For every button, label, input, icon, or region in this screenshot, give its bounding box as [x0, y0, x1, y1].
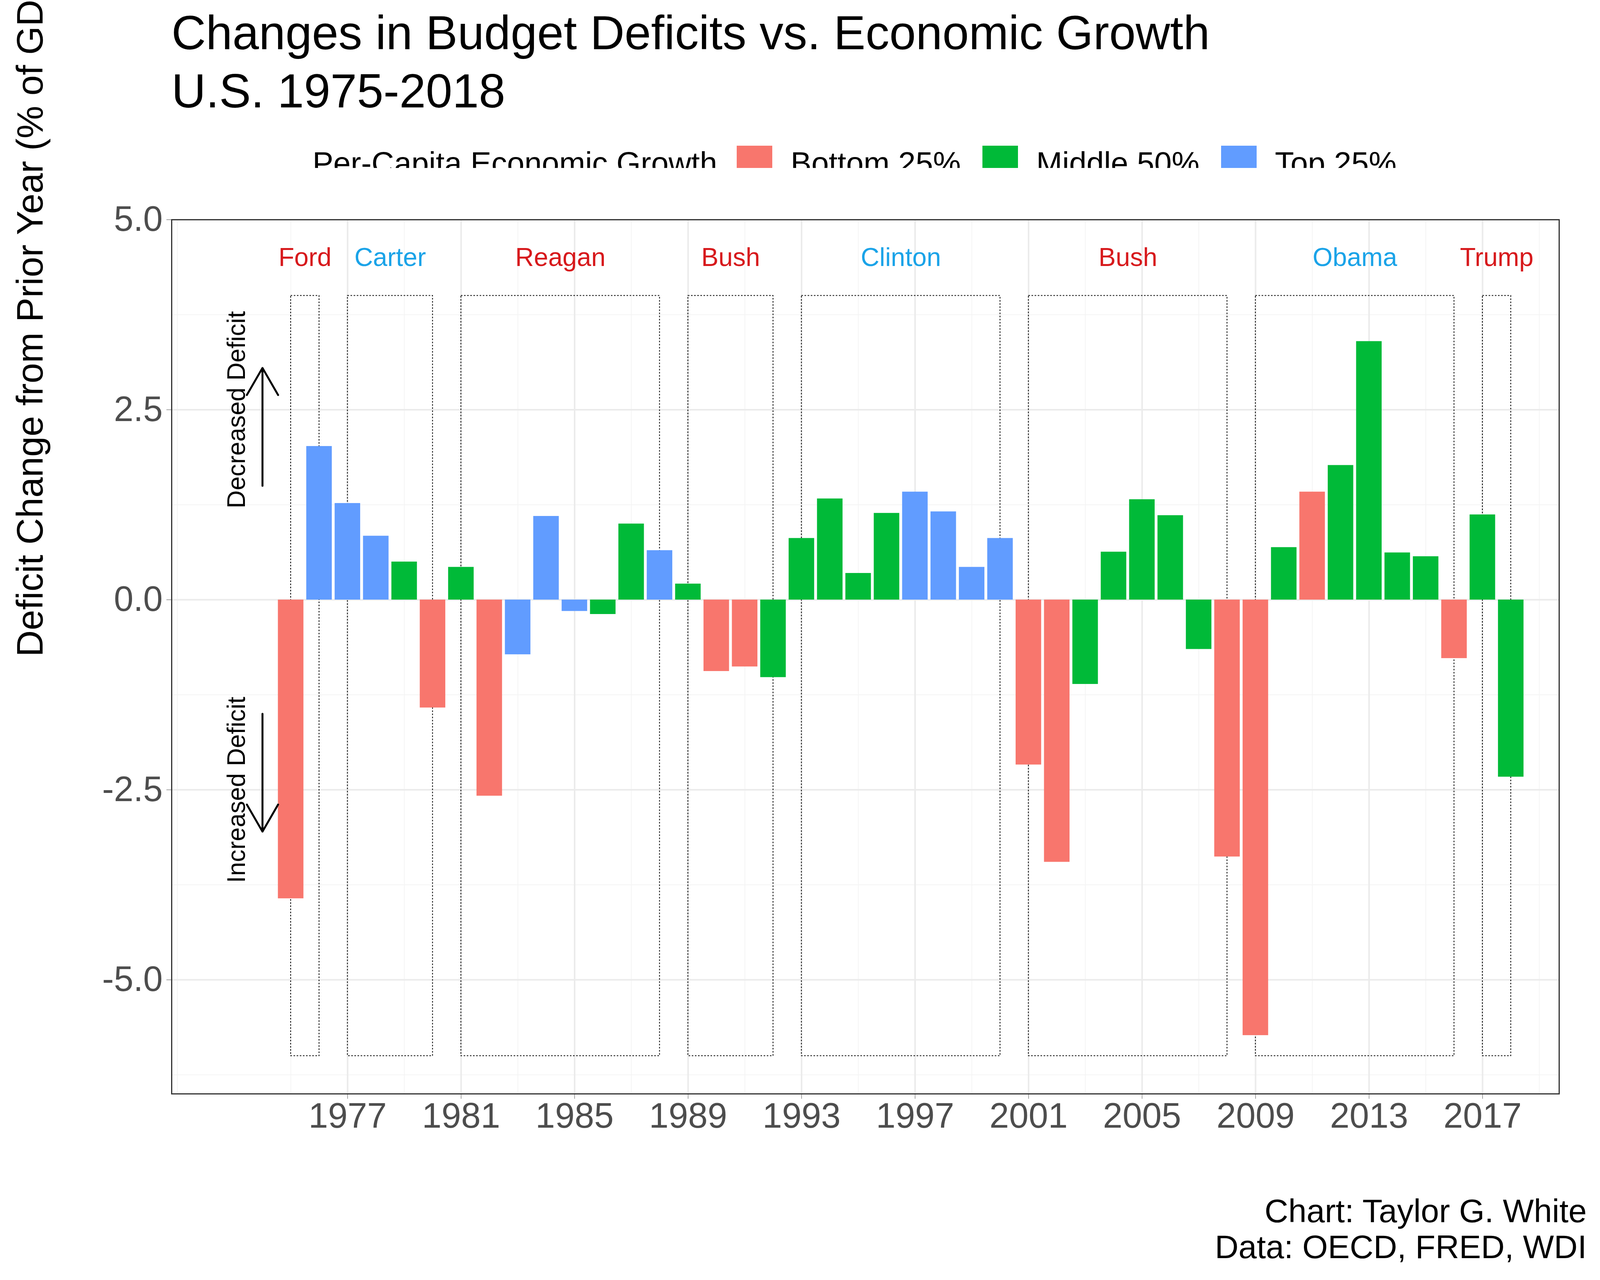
- svg-text:1989: 1989: [648, 1096, 727, 1136]
- html-text:Top 25%: Top 25%: [1274, 145, 1397, 181]
- svg-text:1997: 1997: [876, 1096, 955, 1136]
- svg-text:0.0: 0.0: [113, 579, 163, 619]
- html-text:Middle 50%: Middle 50%: [1036, 145, 1200, 181]
- svg-text:-2.5: -2.5: [101, 769, 163, 809]
- svg-text:5.0: 5.0: [113, 199, 163, 239]
- svg-text:1977: 1977: [308, 1096, 387, 1136]
- svg-text:2.5: 2.5: [113, 389, 163, 429]
- svg-text:2013: 2013: [1330, 1096, 1409, 1136]
- svg-text:Bush: Bush: [701, 242, 760, 272]
- svg-text:Bush: Bush: [1098, 242, 1158, 272]
- svg-text:2017: 2017: [1443, 1096, 1522, 1136]
- svg-text:1981: 1981: [421, 1096, 500, 1136]
- svg-text:Carter: Carter: [354, 242, 426, 272]
- svg-text:Ford: Ford: [278, 242, 332, 272]
- svg-text:1985: 1985: [535, 1096, 614, 1136]
- svg-text:Decreased Deficit: Decreased Deficit: [222, 310, 251, 509]
- svg-text:Obama: Obama: [1312, 242, 1398, 272]
- svg-text:Clinton: Clinton: [860, 242, 942, 272]
- html-text:Bottom 25%: Bottom 25%: [790, 145, 961, 181]
- svg-text:2001: 2001: [989, 1096, 1068, 1136]
- svg-text:2005: 2005: [1103, 1096, 1182, 1136]
- svg-text:Trump: Trump: [1460, 242, 1534, 272]
- html-text:Per-Capita Economic Growth: Per-Capita Economic Growth: [312, 145, 718, 181]
- svg-text:Deficit Change from Prior Year: Deficit Change from Prior Year (% of GDP…: [9, 0, 51, 658]
- html-text:Chart: Taylor G. White Data: O: Chart: Taylor G. White Data: OECD, FRED,…: [1214, 1192, 1587, 1266]
- svg-text:Increased Deficit: Increased Deficit: [222, 696, 251, 884]
- svg-text:-5.0: -5.0: [101, 959, 163, 999]
- html-text:Changes in Budget Deficits vs.: Changes in Budget Deficits vs. Economic …: [171, 6, 1210, 118]
- svg-text:2009: 2009: [1216, 1096, 1295, 1136]
- svg-text:Reagan: Reagan: [515, 242, 606, 272]
- svg-text:1993: 1993: [762, 1096, 841, 1136]
